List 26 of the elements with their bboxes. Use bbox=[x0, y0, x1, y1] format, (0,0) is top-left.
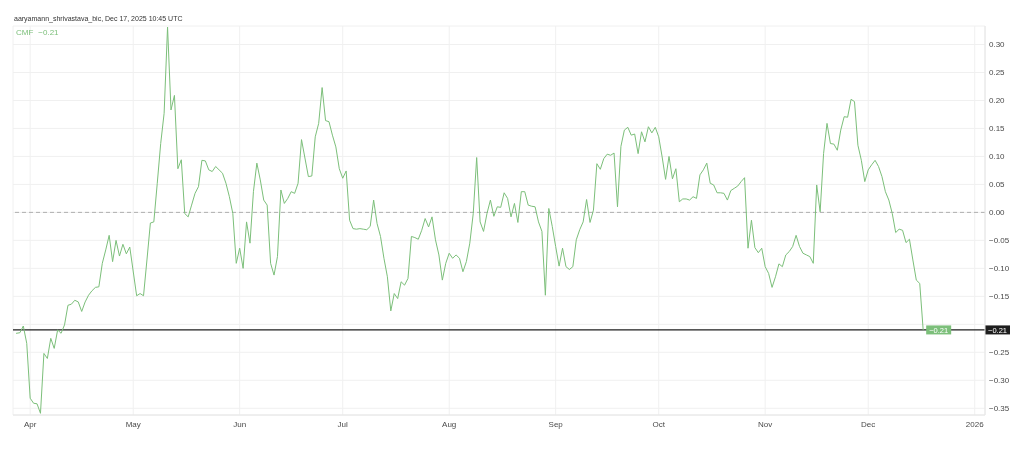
y-tick-label: −0.10 bbox=[989, 264, 1010, 274]
y-tick-label: 0.15 bbox=[989, 124, 1006, 134]
text: CMF bbox=[16, 28, 34, 37]
x-tick-label: May bbox=[125, 419, 141, 429]
y-tick-label: 0.30 bbox=[989, 40, 1006, 50]
x-tick-label: Oct bbox=[652, 419, 666, 429]
y-tick-label: 0.00 bbox=[989, 208, 1006, 218]
x-tick-label: Aug bbox=[442, 419, 457, 429]
y-tick-label: −0.25 bbox=[989, 348, 1010, 358]
text: −0.21 bbox=[38, 28, 59, 37]
y-tick-label: 0.10 bbox=[989, 152, 1006, 162]
y-tick-label: −0.35 bbox=[989, 404, 1010, 414]
x-tick-label: 2026 bbox=[965, 419, 985, 429]
x-tick-label: Nov bbox=[758, 419, 773, 429]
y-tick-label: −0.05 bbox=[989, 236, 1010, 246]
x-tick-label: Apr bbox=[23, 419, 37, 429]
line-series bbox=[15, 26, 924, 414]
y-tick-label: −0.30 bbox=[989, 376, 1010, 386]
x-tick-label: Sep bbox=[548, 419, 564, 429]
y-tick-label: 0.05 bbox=[989, 180, 1006, 190]
x-tick-label: Dec bbox=[861, 419, 876, 429]
x-tick-label: Jul bbox=[337, 419, 349, 429]
x-tick-label: Jun bbox=[233, 419, 247, 429]
y-tick-label: 0.25 bbox=[989, 68, 1006, 78]
y-tick-label: 0.20 bbox=[989, 96, 1006, 106]
y-tick-label: −0.15 bbox=[989, 292, 1010, 302]
